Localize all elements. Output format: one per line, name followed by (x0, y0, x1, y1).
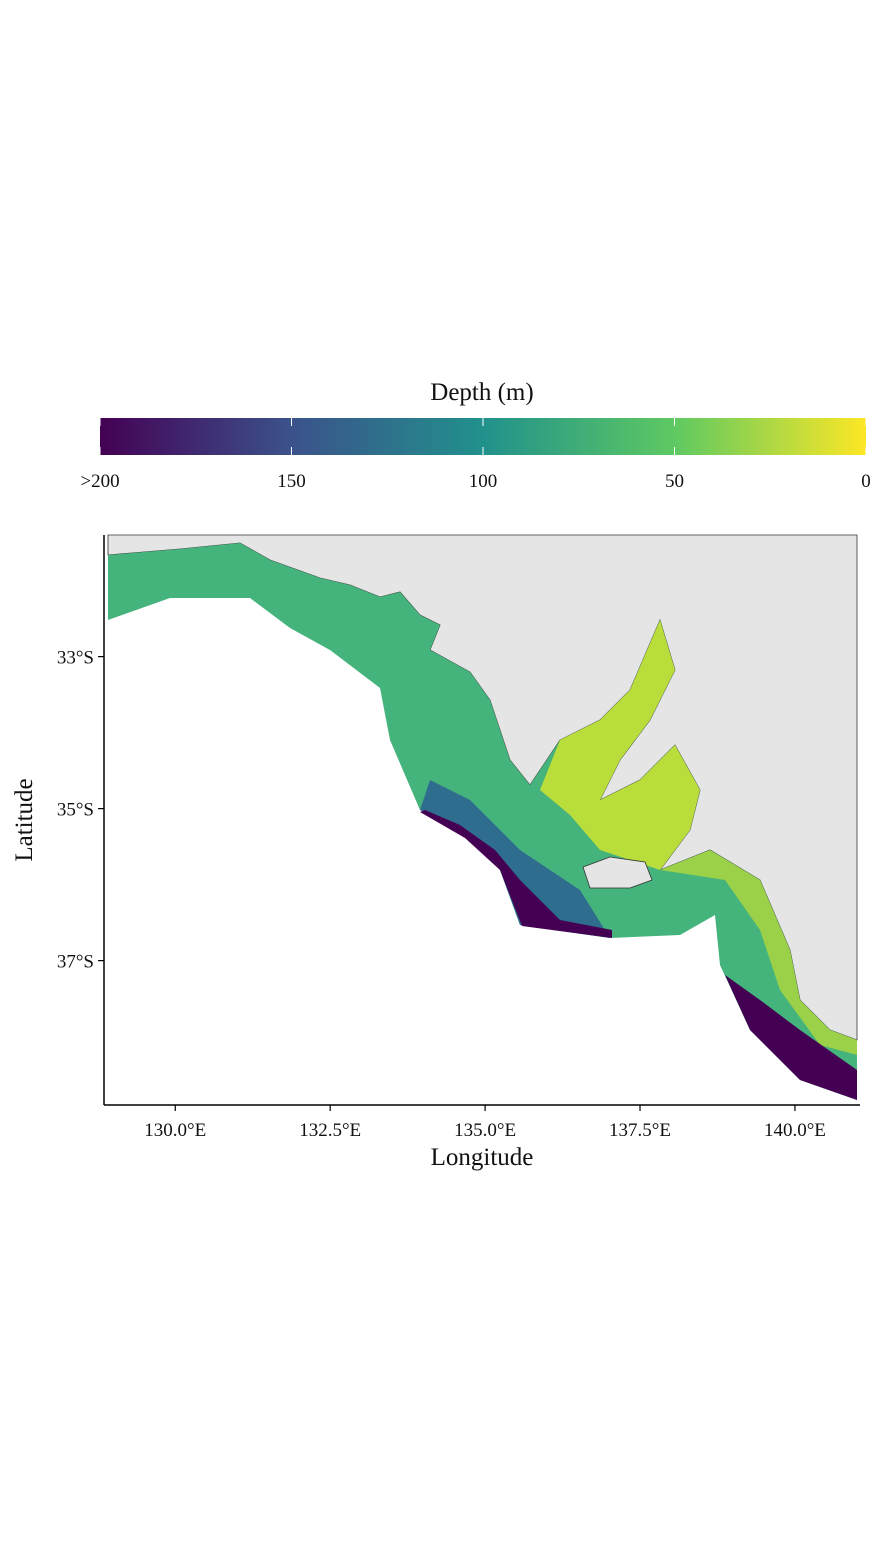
y-tick-label: 35°S (57, 800, 94, 821)
island (582, 856, 653, 889)
channel-deep (420, 780, 610, 938)
y-axis-label: Latitude (11, 778, 38, 861)
y-tick-label: 37°S (57, 952, 94, 973)
x-tick-label: 130.0°E (144, 1120, 206, 1141)
x-tick-label: 137.5°E (609, 1120, 671, 1141)
colorbar-tick-label: 150 (277, 471, 306, 492)
colorbar-tick-label: 0 (861, 471, 871, 492)
colorbar-tick-label: 50 (665, 471, 684, 492)
x-tick-label: 140.0°E (764, 1120, 826, 1141)
slope-deep (725, 975, 857, 1100)
x-tick-label: 132.5°E (299, 1120, 361, 1141)
colorbar-title: Depth (m) (430, 379, 533, 406)
coastal-shallow (660, 850, 857, 1055)
x-tick-label: 135.0°E (454, 1120, 516, 1141)
x-axis-label: Longitude (431, 1144, 534, 1171)
gulf-shallow (540, 620, 700, 870)
colorbar-tick-label: 100 (469, 471, 498, 492)
colorbar-tick-label: >200 (80, 471, 119, 492)
slope-deep (420, 810, 612, 938)
y-tick-label: 33°S (57, 648, 94, 669)
